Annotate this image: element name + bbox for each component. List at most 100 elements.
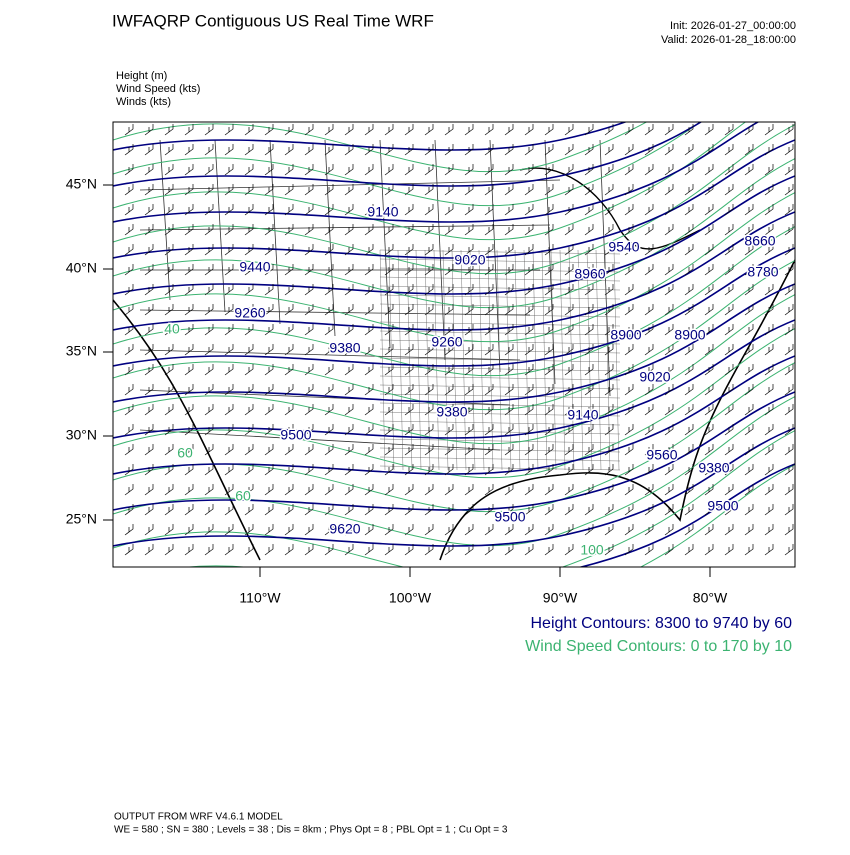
wind-barb bbox=[584, 244, 594, 256]
wind-barb bbox=[264, 504, 274, 516]
wind-barb bbox=[784, 304, 794, 316]
state-border bbox=[434, 139, 446, 361]
wind-barb bbox=[784, 464, 794, 476]
wind-barb bbox=[304, 284, 314, 296]
wind-barb bbox=[164, 484, 174, 496]
county-border bbox=[379, 285, 621, 291]
wind-barb bbox=[604, 224, 614, 236]
height-contour bbox=[113, 122, 760, 223]
wind-barb bbox=[304, 384, 314, 396]
height-contour-label: 8660 bbox=[744, 233, 775, 249]
wind-barb bbox=[724, 244, 734, 256]
county-border bbox=[433, 249, 440, 471]
wind-barb bbox=[324, 344, 334, 356]
wind-barb bbox=[184, 424, 194, 436]
wind-barb bbox=[684, 324, 694, 336]
wind-barb bbox=[404, 224, 414, 236]
wind-barb bbox=[424, 524, 434, 536]
wind-barb bbox=[164, 524, 174, 536]
wind-barb bbox=[484, 364, 494, 376]
height-contour-label: 8780 bbox=[747, 264, 778, 280]
wind-barb bbox=[164, 444, 174, 456]
wind-barb bbox=[624, 304, 634, 316]
wind-barb bbox=[584, 444, 594, 456]
wind-barb bbox=[384, 444, 394, 456]
wind-barb bbox=[644, 124, 654, 136]
wind-barb bbox=[464, 524, 474, 536]
wind-barb bbox=[684, 144, 694, 156]
state-border bbox=[324, 139, 336, 337]
wind-barb bbox=[324, 264, 334, 276]
wind-barb bbox=[184, 484, 194, 496]
wind-barb bbox=[384, 244, 394, 256]
wind-barb bbox=[784, 504, 794, 516]
wind-barb bbox=[164, 344, 174, 356]
wind-barb bbox=[324, 464, 334, 476]
wind-barb bbox=[364, 504, 374, 516]
wind-barb bbox=[144, 324, 154, 336]
wind-barb bbox=[304, 404, 314, 416]
wind-barb bbox=[124, 264, 134, 276]
wind-barb bbox=[784, 204, 794, 216]
wind-barb bbox=[344, 124, 354, 136]
wind-barb bbox=[624, 424, 634, 436]
wind-contour-info: Wind Speed Contours: 0 to 170 by 10 bbox=[525, 638, 792, 655]
wind-barb bbox=[124, 404, 134, 416]
wind-barb bbox=[544, 464, 554, 476]
wind-barb bbox=[444, 224, 454, 236]
wind-barb bbox=[144, 364, 154, 376]
wind-barb bbox=[504, 484, 514, 496]
wind-barb bbox=[664, 364, 674, 376]
wind-barb bbox=[584, 164, 594, 176]
wind-barb bbox=[344, 284, 354, 296]
wind-barb bbox=[284, 484, 294, 496]
height-contour bbox=[113, 122, 628, 151]
wind-barb bbox=[724, 224, 734, 236]
wind-barb bbox=[224, 464, 234, 476]
wind-barb bbox=[264, 224, 274, 236]
wind-barb bbox=[124, 224, 134, 236]
wind-barb bbox=[444, 344, 454, 356]
wind-barb bbox=[704, 484, 714, 496]
height-contour-label: 9500 bbox=[494, 509, 525, 525]
wind-barb bbox=[444, 144, 454, 156]
wind-barb bbox=[684, 244, 694, 256]
wind-barb bbox=[264, 344, 274, 356]
lon-label: 100°W bbox=[389, 590, 432, 606]
height-contour-label: 8960 bbox=[574, 266, 605, 282]
wind-barb bbox=[744, 284, 754, 296]
wind-barb bbox=[404, 444, 414, 456]
wind-barb bbox=[524, 384, 534, 396]
wind-barb bbox=[744, 164, 754, 176]
wind-barb bbox=[344, 144, 354, 156]
wind-barb bbox=[404, 264, 414, 276]
height-contour bbox=[113, 427, 795, 547]
wind-barb bbox=[324, 444, 334, 456]
wind-barb bbox=[424, 424, 434, 436]
wind-barb bbox=[784, 284, 794, 296]
wind-barb bbox=[504, 224, 514, 236]
county-border bbox=[379, 456, 621, 462]
wind-barb bbox=[584, 504, 594, 516]
wind-barb bbox=[664, 464, 674, 476]
wind-barb bbox=[624, 224, 634, 236]
wind-barb bbox=[544, 244, 554, 256]
wind-barb bbox=[364, 304, 374, 316]
wind-barb bbox=[604, 284, 614, 296]
lon-label: 80°W bbox=[693, 590, 728, 606]
county-border bbox=[379, 465, 621, 471]
wind-contour bbox=[113, 122, 701, 207]
wind-barb bbox=[584, 324, 594, 336]
wind-barb bbox=[744, 144, 754, 156]
wind-barb bbox=[504, 464, 514, 476]
wind-barb bbox=[244, 204, 254, 216]
wind-barb bbox=[584, 224, 594, 236]
wind-barb bbox=[204, 124, 214, 136]
wind-barb bbox=[404, 504, 414, 516]
wind-barb bbox=[724, 364, 734, 376]
wind-barb bbox=[764, 284, 774, 296]
wind-barb bbox=[324, 364, 334, 376]
wind-barb bbox=[144, 464, 154, 476]
wind-barb bbox=[684, 444, 694, 456]
wind-barb bbox=[124, 204, 134, 216]
